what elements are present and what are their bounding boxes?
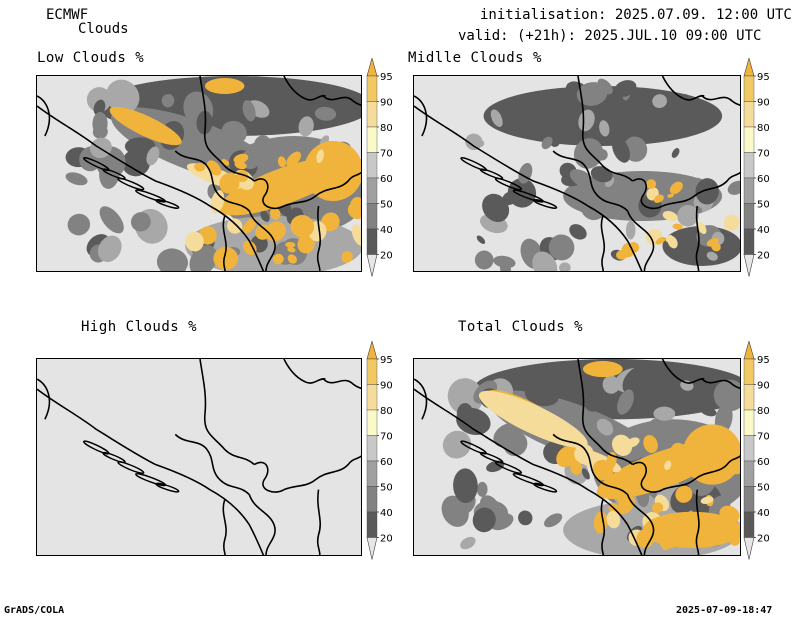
colorbar-tick-label: 50 (757, 483, 770, 494)
colorbar-tick-label: 50 (380, 483, 393, 494)
colorbar-tick-label: 90 (757, 98, 770, 109)
colorbar-segment (743, 228, 755, 255)
colorbar-tick-label: 20 (380, 534, 393, 545)
colorbar-tick-label: 60 (380, 457, 393, 468)
colorbar-tick-label: 60 (757, 457, 770, 468)
colorbar-segment (366, 203, 378, 230)
colorbar-segment (743, 152, 755, 179)
colorbar-tick-label: 80 (380, 406, 393, 417)
colorbar-segment (366, 152, 378, 179)
colorbar-tick-label: 40 (380, 508, 393, 519)
colorbar-tick-label: 95 (757, 355, 770, 366)
colorbar-segment (366, 460, 378, 487)
colorbar-segment (366, 435, 378, 462)
colorbar-tick-label: 95 (757, 72, 770, 83)
colorbar-tick-label: 90 (757, 381, 770, 392)
colorbar-top-arrow (366, 339, 378, 360)
colorbar-segment (743, 75, 755, 102)
colorbar-tick-label: 20 (380, 251, 393, 262)
colorbar-low: 95 90 80 70 60 50 40 20 (364, 56, 404, 294)
high-clouds-map (36, 358, 362, 556)
colorbar-segment (366, 511, 378, 538)
colorbar-tick-label: 50 (757, 200, 770, 211)
colorbar-tick-label: 80 (757, 123, 770, 134)
colorbar-bottom-arrow (366, 254, 378, 277)
colorbar-tick-label: 20 (757, 534, 770, 545)
colorbar-tick-label: 70 (380, 432, 393, 443)
footer-software: GrADS/COLA (4, 605, 65, 616)
colorbar-tick-label: 80 (757, 406, 770, 417)
panel-title-middle: Midlle Clouds % (408, 50, 542, 66)
colorbar-segment (366, 486, 378, 513)
colorbar-tick-label: 60 (380, 174, 393, 185)
colorbar-tick-label: 20 (757, 251, 770, 262)
colorbar-segment (743, 486, 755, 513)
colorbar-tick-label: 95 (380, 72, 393, 83)
colorbar-tick-label: 70 (757, 432, 770, 443)
model-name: ECMWF (46, 7, 89, 23)
colorbar-tick-label: 40 (380, 225, 393, 236)
colorbar-segment (743, 203, 755, 230)
colorbar-segment (743, 460, 755, 487)
colorbar-tick-label: 40 (757, 508, 770, 519)
colorbar-high: 95 90 80 70 60 50 40 20 (364, 339, 404, 577)
colorbar-segment (366, 75, 378, 102)
colorbar-segment (366, 409, 378, 436)
total-clouds-map (413, 358, 741, 556)
colorbar-segment (366, 101, 378, 128)
colorbar-top-arrow (743, 339, 755, 360)
colorbar-tick-label: 70 (757, 149, 770, 160)
colorbar-segment (366, 177, 378, 204)
panel-title-low: Low Clouds % (37, 50, 145, 66)
colorbar-segment (743, 358, 755, 385)
colorbar-tick-label: 50 (380, 200, 393, 211)
colorbar-segment (366, 126, 378, 153)
middle-clouds-map (413, 75, 741, 272)
colorbar-tick-label: 90 (380, 381, 393, 392)
init-time: initialisation: 2025.07.09. 12:00 UTC (480, 7, 792, 23)
colorbar-tick-label: 70 (380, 149, 393, 160)
colorbar-tick-label: 95 (380, 355, 393, 366)
colorbar-segment (743, 177, 755, 204)
colorbar-segment (366, 228, 378, 255)
footer-timestamp: 2025-07-09-18:47 (676, 605, 773, 616)
colorbar-segment (743, 101, 755, 128)
colorbar-bottom-arrow (743, 254, 755, 277)
valid-time: valid: (+21h): 2025.JUL.10 09:00 UTC (458, 28, 762, 44)
colorbar-segment (366, 358, 378, 385)
panel-title-total: Total Clouds % (458, 319, 584, 335)
colorbar-segment (743, 511, 755, 538)
colorbar-segment (743, 435, 755, 462)
colorbar-middle: 95 90 80 70 60 50 40 20 (741, 56, 781, 294)
colorbar-segment (743, 126, 755, 153)
colorbar-top-arrow (743, 56, 755, 77)
colorbar-bottom-arrow (366, 537, 378, 560)
colorbar-segment (366, 384, 378, 411)
colorbar-tick-label: 40 (757, 225, 770, 236)
panel-title-high: High Clouds % (81, 319, 198, 335)
colorbar-top-arrow (366, 56, 378, 77)
colorbar-segment (743, 384, 755, 411)
colorbar-segment (743, 409, 755, 436)
field-name: Clouds (78, 21, 129, 37)
low-clouds-map (36, 75, 362, 272)
colorbar-tick-label: 90 (380, 98, 393, 109)
colorbar-total: 95 90 80 70 60 50 40 20 (741, 339, 781, 577)
colorbar-tick-label: 80 (380, 123, 393, 134)
colorbar-tick-label: 60 (757, 174, 770, 185)
colorbar-bottom-arrow (743, 537, 755, 560)
